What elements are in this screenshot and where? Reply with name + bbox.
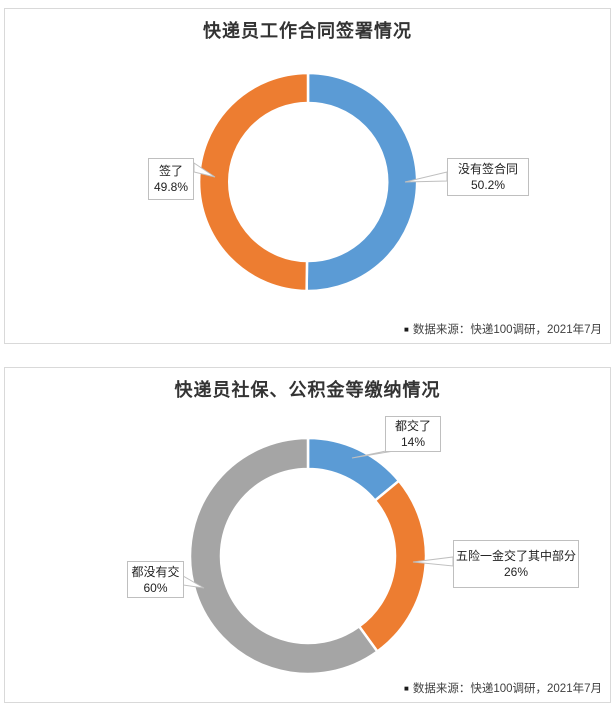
data-label-text: 都没有交 xyxy=(131,564,180,579)
data-label-unsigned: 没有签合同 50.2% xyxy=(447,158,529,196)
square-bullet-icon: ■ xyxy=(403,324,409,334)
source-text: 数据来源：快递100调研，2021年7月 xyxy=(412,683,602,695)
social-security-chart-panel: 快递员社保、公积金等缴纳情况 都交了 14% 五险一金交了其中部分 26% 都没… xyxy=(4,367,611,703)
source-text: 数据来源：快递100调研，2021年7月 xyxy=(412,324,602,336)
data-label-paid-partial: 五险一金交了其中部分 26% xyxy=(453,540,579,588)
data-label-text: 都交了 xyxy=(394,419,431,433)
donut-slice-五险一金交了其中部分 xyxy=(357,479,428,653)
source-note: ■ 数据来源：快递100调研，2021年7月 xyxy=(404,321,602,337)
source-note: ■ 数据来源：快递100调研，2021年7月 xyxy=(404,680,602,696)
data-label-text: 没有签合同 xyxy=(457,162,518,176)
square-bullet-icon: ■ xyxy=(403,683,409,693)
data-label-value: 49.8% xyxy=(153,180,189,194)
data-label-value: 14% xyxy=(400,435,426,449)
donut-chart-social-security xyxy=(182,436,454,676)
data-label-value: 50.2% xyxy=(470,178,506,192)
donut-slice-签了 xyxy=(197,71,310,293)
data-label-paid-none: 都没有交 60% xyxy=(127,561,184,598)
contract-chart-panel: 快递员工作合同签署情况 签了 49.8% 没有签合同 50.2% ■ 数据来源：快… xyxy=(4,8,611,344)
data-label-text: 签了 xyxy=(158,164,183,178)
data-label-value: 26% xyxy=(503,565,529,579)
callout-pointer-signed xyxy=(193,162,216,178)
data-label-paid-all: 都交了 14% xyxy=(385,416,441,452)
data-label-value: 60% xyxy=(143,580,168,595)
donut-slice-没有签合同 xyxy=(305,71,419,293)
donut-slice-都没有交 xyxy=(188,436,379,676)
chart-title-contract: 快递员工作合同签署情况 xyxy=(203,21,412,41)
data-label-signed: 签了 49.8% xyxy=(148,158,194,200)
chart-title-social-security: 快递员社保、公积金等缴纳情况 xyxy=(174,380,441,400)
data-label-text: 五险一金交了其中部分 xyxy=(455,549,576,563)
donut-chart-contract xyxy=(193,71,448,293)
